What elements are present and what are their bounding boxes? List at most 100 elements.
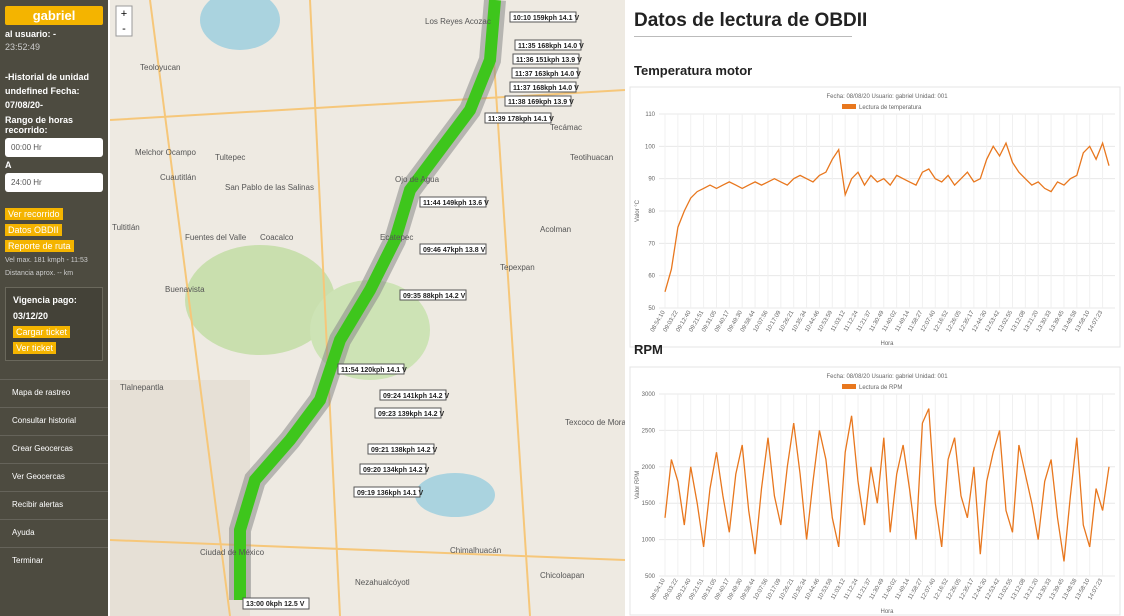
route [234,0,501,600]
button[interactable]: Cargar ticket [13,326,71,338]
place: Teoloyucan [140,63,180,72]
from-input[interactable]: 00:00 Hr [5,138,103,157]
chart-heading: RPM [634,342,663,357]
y-tick-label: 90 [648,177,655,183]
clock: 23:52:49 [5,42,41,52]
label-box [367,443,435,455]
label-box [504,95,572,107]
button[interactable]: Ver recorrido [5,208,63,220]
zoom-in[interactable]: + [121,8,127,20]
place: Ojo de Agua [395,175,440,184]
legend-swatch [842,384,856,389]
y-tick-label: 1000 [642,538,656,544]
x-axis-label: Hora [880,341,894,347]
y-tick-label: 80 [648,209,655,215]
label-box [484,112,552,124]
place: Acolman [540,225,571,234]
place: Ecatepec [380,233,413,242]
label-box [514,39,582,51]
legend-label: Lectura de temperatura [859,105,922,111]
label-box [419,243,487,255]
menu-item[interactable]: Consultar historial [0,407,108,435]
zoom-out[interactable]: - [122,23,126,35]
urban [110,380,250,616]
y-tick-label: 100 [645,144,656,150]
place: Coacalco [260,233,294,242]
place: San Pablo de las Salinas [225,183,314,192]
menu-item[interactable]: Recibir alertas [0,491,108,519]
y-tick-label: 60 [648,274,655,280]
route-label: 11:54 120kph 14.1 V [341,367,407,374]
y-tick-label: 110 [645,112,655,118]
chart: Fecha: 08/08/20 Usuario: gabriel Unidad:… [629,86,1121,348]
history: -Historial de unidad undefined Fecha: 07… [5,72,90,110]
menu-item[interactable]: Ayuda [0,519,108,547]
map[interactable]: + - Teoloyucan Melchor Ocampo Tultepec C… [110,0,625,616]
label-box [353,486,421,498]
payment-date: 03/12/20 [13,311,49,321]
route-label: 11:37 168kph 14.0 V [513,85,579,92]
route-label: 09:46 47kph 13.8 V [423,247,486,254]
place: Tultitlán [112,223,140,232]
chart-heading: Temperatura motor [634,63,753,78]
y-tick-label: 2000 [642,465,656,471]
y-axis-label: Valor °C [635,199,641,222]
button[interactable]: Reporte de ruta [5,240,74,252]
lake [200,0,280,50]
y-tick-label: 50 [648,306,655,312]
place: Ciudad de México [200,548,265,557]
menu-item[interactable]: Terminar [0,547,108,575]
y-tick-label: 2500 [642,428,656,434]
series-line [664,141,1110,292]
label-box [511,67,579,79]
to-input[interactable]: 24:00 Hr [5,173,103,192]
label-box [242,597,310,610]
place: Tlalnepantla [120,383,164,392]
route-label: 09:35 88kph 14.2 V [403,293,466,300]
route-label: 09:20 134kph 14.2 V [363,467,429,474]
place: Tecámac [550,123,582,132]
range-label: Rango de horas recorrido: [5,115,74,135]
stat: Distancia aprox. -- km [5,270,74,277]
place: Tultepec [215,153,245,162]
chart-subtitle: Fecha: 08/08/20 Usuario: gabriel Unidad:… [826,374,948,380]
payment-box: Vigencia pago: 03/12/20 Cargar ticket Ve… [5,287,103,361]
stat: Vel max. 181 kmph - 11:53 [5,257,88,264]
label-box [419,196,487,208]
route-label: 11:36 151kph 13.9 V [516,57,582,64]
place: Chimalhuacán [450,546,501,555]
place: Buenavista [165,285,205,294]
chart: Fecha: 08/08/20 Usuario: gabriel Unidad:… [629,366,1121,616]
label-box [512,53,580,65]
route-label: 11:37 163kph 14.0 V [515,71,581,78]
place: Los Reyes Acozac [425,17,491,26]
chart-subtitle: Fecha: 08/08/20 Usuario: gabriel Unidad:… [826,94,948,100]
route-label: 09:23 139kph 14.2 V [378,411,444,418]
menu-item[interactable]: Ver Geocercas [0,463,108,491]
y-tick-label: 1500 [642,501,656,507]
zoom-control[interactable] [115,5,133,37]
menu-item[interactable]: Crear Geocercas [0,435,108,463]
user-name[interactable]: gabriel [5,6,103,25]
place: Teotihuacan [570,153,613,162]
y-tick-label: 70 [648,241,655,247]
route-label: 09:19 136kph 14.1 V [357,490,423,497]
route-label: 09:24 141kph 14.2 V [383,393,449,400]
panel: Datos de lectura de OBDII Temperatura mo… [625,0,1124,616]
place: Nezahualcóyotl [355,578,410,587]
place: Fuentes del Valle [185,233,247,242]
label-box [399,289,467,301]
menu-item[interactable]: Mapa de rastreo [0,379,108,407]
y-tick-label: 3000 [642,392,656,398]
button[interactable]: Ver ticket [13,342,57,354]
place: Cuautitlán [160,173,196,182]
route-label: 10:10 159kph 14.1 V [513,15,579,22]
y-axis-label: Valor RPM [635,471,641,500]
label-box [359,463,427,475]
x-axis-label: Hora [880,609,894,615]
to-label: A [5,160,12,170]
button[interactable]: Datos OBDII [5,224,62,236]
label-box [509,81,577,93]
route-label: 11:39 178kph 14.1 V [488,116,554,123]
